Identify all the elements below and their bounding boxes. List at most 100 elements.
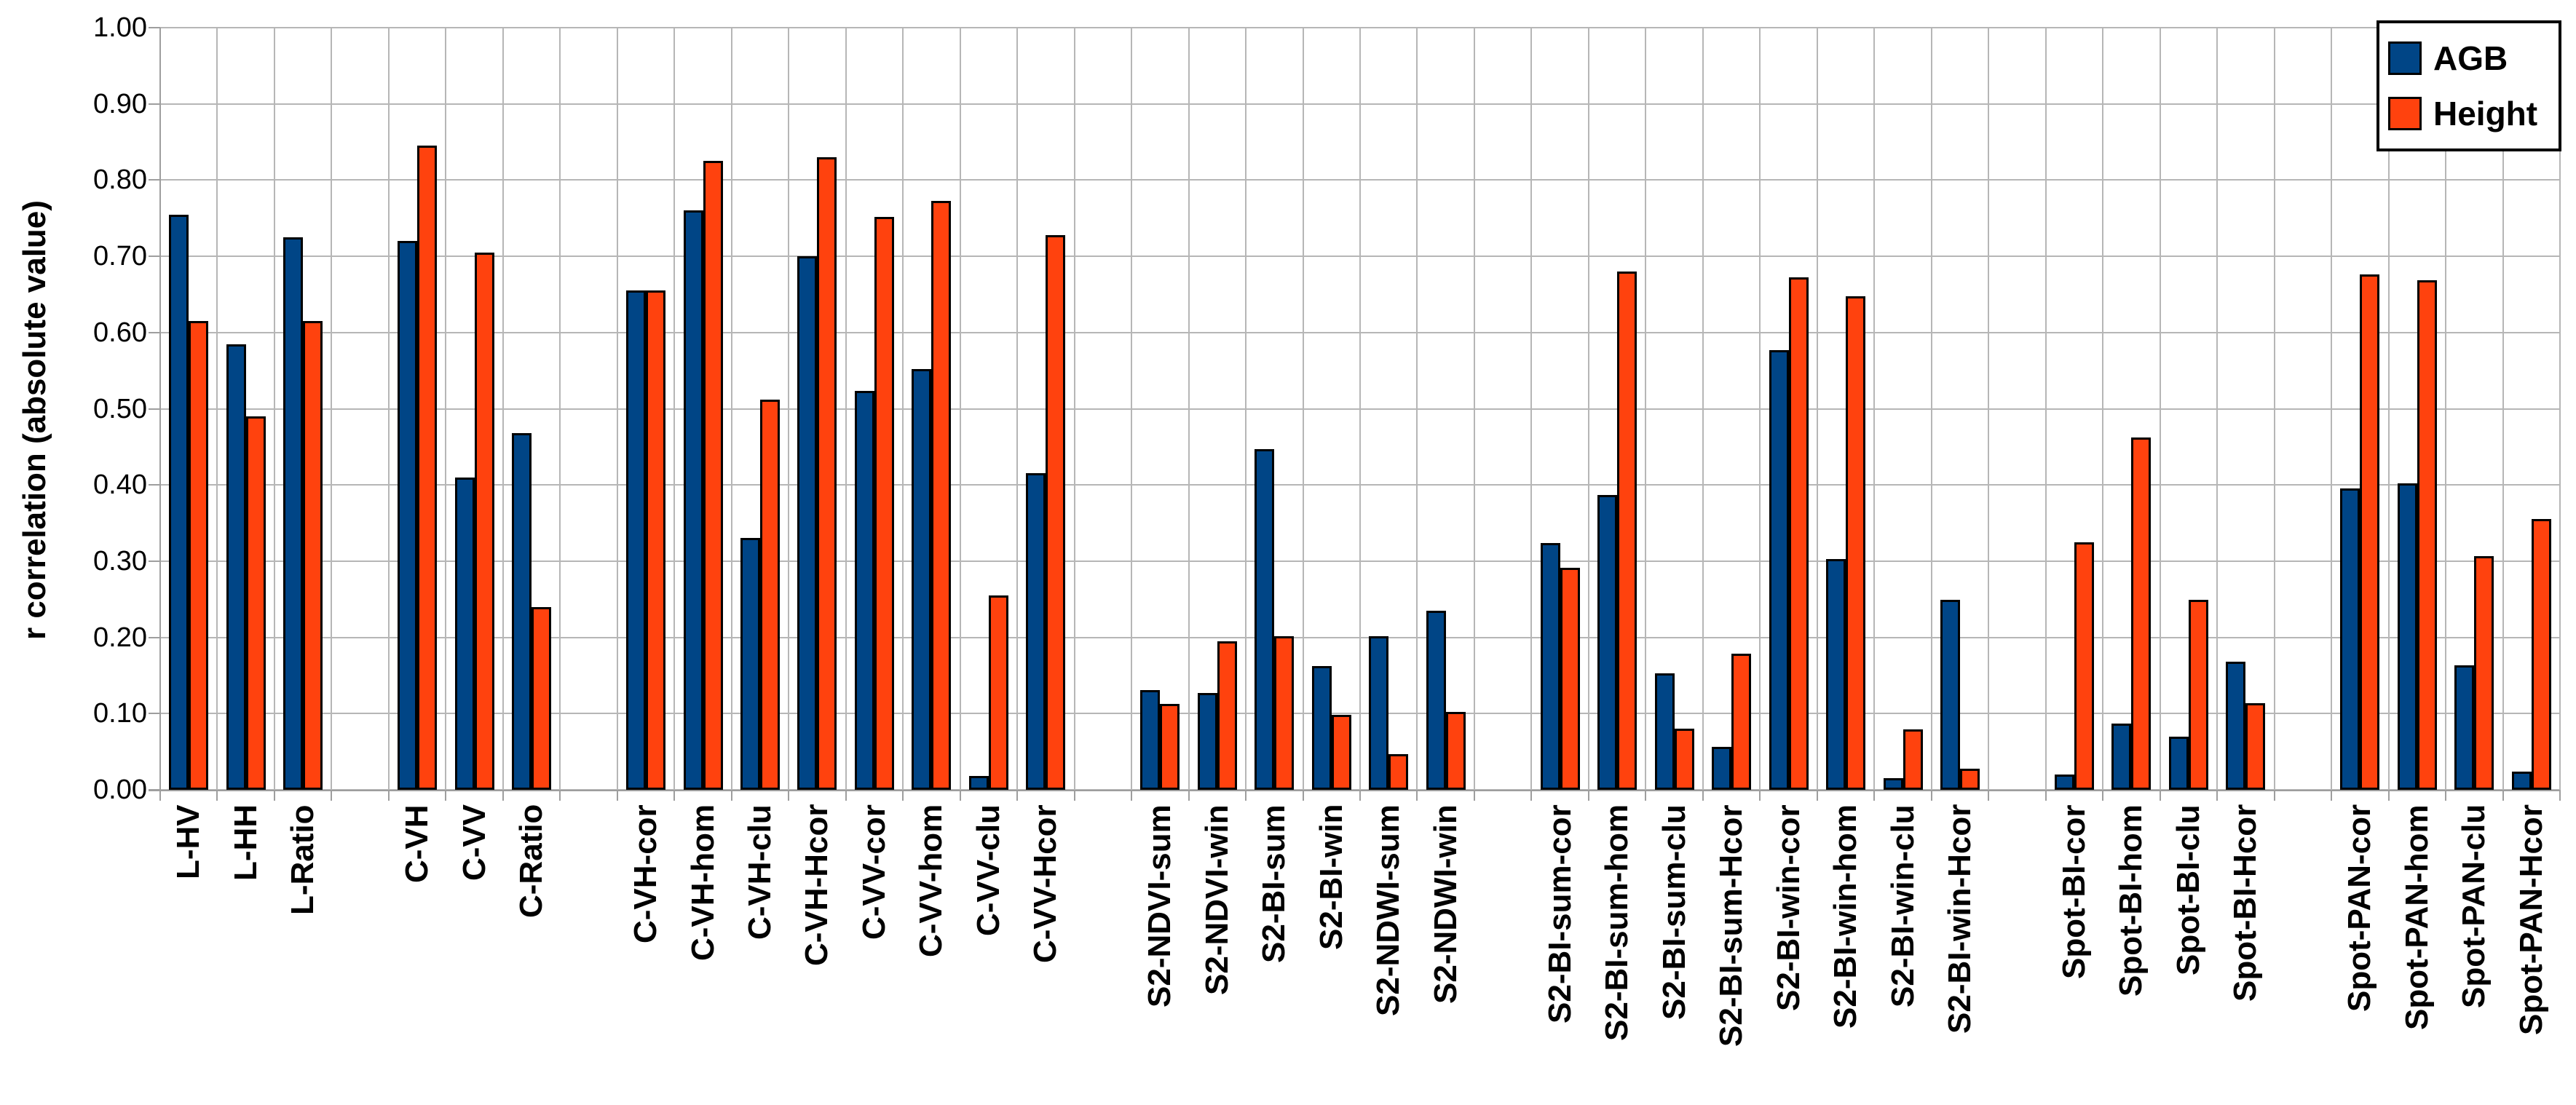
x-category-label: Spot-PAN-hom [2398, 804, 2435, 1030]
x-category-label: Spot-PAN-clu [2456, 804, 2492, 1008]
bar-height-C-VH-cor [646, 290, 666, 790]
x-category-label: C-VH-Hcor [799, 804, 835, 966]
x-category-label: S2-BI-win-clu [1884, 804, 1921, 1007]
x-category-label: C-VV-clu [970, 804, 1006, 936]
bar-height-Spot-BI-Hcor [2245, 702, 2266, 790]
x-axis-tick [2216, 790, 2219, 801]
x-axis-tick [788, 790, 790, 801]
gridline-vertical [2445, 28, 2447, 790]
y-tick-label: 0.80 [93, 165, 147, 196]
gridline-vertical [1873, 28, 1876, 790]
bar-height-C-VV-Hcor [1046, 234, 1066, 790]
x-axis-tick [959, 790, 961, 801]
x-axis-tick [273, 790, 275, 801]
gridline-vertical [559, 28, 561, 790]
y-axis-tick [149, 408, 160, 410]
x-category-label: Spot-PAN-Hcor [2513, 804, 2549, 1035]
y-tick-label: 0.30 [93, 545, 147, 577]
y-axis-tick [149, 484, 160, 486]
bar-agb-S2-BI-win-cor [1769, 349, 1789, 790]
bar-height-Spot-BI-clu [2188, 600, 2208, 790]
legend-swatch-height [2388, 96, 2422, 130]
bar-height-C-VH-hom [703, 161, 723, 790]
bar-agb-Spot-BI-cor [2054, 775, 2074, 790]
gridline-vertical [1131, 28, 1133, 790]
bar-agb-C-VV-clu [968, 776, 989, 790]
x-axis-tick [1530, 790, 1533, 801]
x-axis-tick [1245, 790, 1247, 801]
gridline-vertical [387, 28, 390, 790]
bar-height-Spot-PAN-cor [2360, 274, 2380, 790]
bar-height-C-VH-Hcor [817, 157, 837, 790]
bar-agb-C-VH-Hcor [797, 256, 818, 790]
bar-height-S2-BI-sum-clu [1674, 729, 1694, 790]
gridline-vertical [2273, 28, 2275, 790]
bar-agb-Spot-PAN-clu [2454, 665, 2475, 790]
gridline-vertical [788, 28, 790, 790]
x-axis-tick [616, 790, 618, 801]
x-category-label: Spot-BI-hom [2113, 804, 2149, 997]
bar-height-C-VH [417, 146, 438, 790]
bar-height-C-Ratio [532, 606, 552, 790]
gridline-vertical [2044, 28, 2047, 790]
x-category-label: C-VV [456, 804, 492, 881]
x-axis-tick [1759, 790, 1761, 801]
x-axis-tick [673, 790, 676, 801]
bar-agb-S2-NDWI-sum [1369, 635, 1389, 790]
y-tick-label: 0.40 [93, 470, 147, 501]
x-axis-tick [730, 790, 732, 801]
x-category-label: S2-BI-sum-clu [1656, 804, 1692, 1020]
bar-agb-S2-BI-win-hom [1826, 558, 1846, 790]
gridline-vertical [2216, 28, 2219, 790]
gridline-vertical [1587, 28, 1589, 790]
bar-height-S2-BI-sum-Hcor [1731, 653, 1752, 790]
x-axis-tick [1302, 790, 1304, 801]
bar-height-S2-BI-sum [1274, 635, 1295, 790]
x-axis-tick [1988, 790, 1990, 801]
x-category-label: S2-BI-sum-cor [1541, 804, 1578, 1023]
bar-agb-C-VH-hom [683, 210, 703, 790]
x-axis-tick [845, 790, 847, 801]
bar-agb-C-VH-clu [740, 538, 760, 790]
y-tick-label: 0.50 [93, 393, 147, 424]
bar-agb-L-Ratio [283, 237, 304, 790]
x-category-label: C-VV-cor [856, 804, 892, 940]
gridline-vertical [1816, 28, 1818, 790]
y-tick-label: 0.90 [93, 88, 147, 119]
bar-agb-S2-BI-sum-clu [1654, 673, 1675, 790]
x-category-label: Spot-BI-cor [2055, 804, 2092, 979]
y-tick-label: 0.60 [93, 317, 147, 348]
bar-height-C-VV-cor [874, 216, 894, 790]
bar-height-S2-BI-win-cor [1788, 277, 1809, 790]
bar-agb-C-VV [454, 477, 475, 790]
gridline-vertical [1473, 28, 1475, 790]
gridline-vertical [1930, 28, 1932, 790]
x-axis-tick [1702, 790, 1704, 801]
legend-item-agb: AGB [2388, 39, 2559, 78]
x-axis-tick [502, 790, 504, 801]
gridline-vertical [1416, 28, 1418, 790]
bar-agb-Spot-PAN-cor [2340, 488, 2360, 790]
x-category-label: S2-BI-win-cor [1770, 804, 1806, 1011]
y-axis-tick [149, 331, 160, 333]
x-axis-tick [159, 790, 161, 801]
bar-height-S2-BI-win-hom [1846, 296, 1866, 790]
x-axis-tick [2502, 790, 2504, 801]
bar-agb-S2-NDVI-sum [1140, 689, 1161, 790]
gridline-vertical [2387, 28, 2390, 790]
y-tick-label: 0.20 [93, 622, 147, 653]
gridline-vertical [730, 28, 732, 790]
bar-agb-S2-BI-sum [1255, 448, 1275, 790]
bar-height-Spot-PAN-Hcor [2531, 519, 2551, 790]
bar-height-S2-BI-sum-hom [1617, 272, 1637, 790]
y-tick-label: 0.10 [93, 698, 147, 729]
bar-height-C-VV [474, 252, 494, 790]
x-category-label: S2-NDWI-win [1427, 804, 1463, 1004]
gridline-vertical [2559, 28, 2561, 790]
bar-agb-Spot-BI-clu [2168, 736, 2189, 790]
legend-swatch-agb [2388, 41, 2422, 76]
gridline-vertical [1188, 28, 1190, 790]
y-axis-tick [149, 103, 160, 105]
bar-height-S2-BI-win [1331, 715, 1351, 790]
bar-height-Spot-PAN-hom [2417, 280, 2437, 790]
